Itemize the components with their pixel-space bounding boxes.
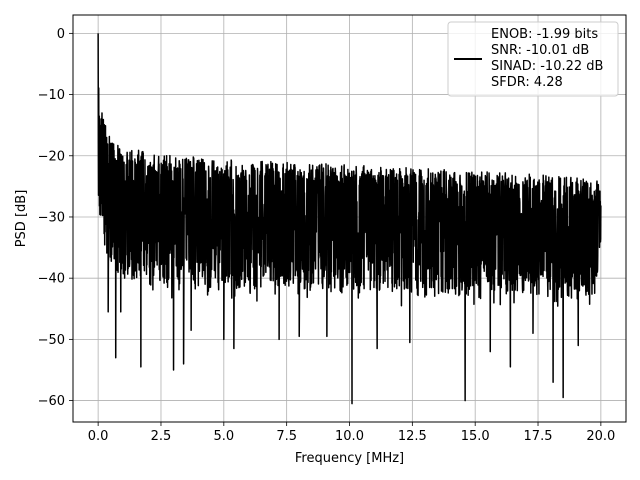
x-tick-label: 2.5 bbox=[151, 429, 172, 444]
legend-box bbox=[447, 21, 619, 97]
x-tick-label: 12.5 bbox=[398, 429, 427, 444]
x-tick-label: 5.0 bbox=[213, 429, 234, 444]
x-tick-label: 10.0 bbox=[335, 429, 364, 444]
x-tick-label: 17.5 bbox=[524, 429, 553, 444]
y-axis-label: PSD [dB] bbox=[14, 190, 29, 248]
y-tick-label: −10 bbox=[38, 88, 65, 103]
legend-snr: SNR: -10.01 dB bbox=[491, 43, 589, 58]
legend-sinad: SINAD: -10.22 dB bbox=[491, 59, 603, 74]
y-tick-label: 0 bbox=[57, 27, 65, 42]
x-axis: 0.0 2.5 5.0 7.5 10.0 12.5 15.0 17.5 20.0 bbox=[88, 422, 615, 444]
legend-sfdr: SFDR: 4.28 bbox=[491, 75, 563, 90]
x-axis-label: Frequency [MHz] bbox=[295, 451, 404, 466]
y-tick-label: −50 bbox=[38, 333, 65, 348]
legend-enob: ENOB: -1.99 bits bbox=[491, 27, 598, 42]
y-tick-label: −60 bbox=[38, 394, 65, 409]
series-layer bbox=[97, 33, 602, 405]
x-tick-label: 15.0 bbox=[461, 429, 490, 444]
y-tick-label: −30 bbox=[38, 210, 65, 225]
y-tick-label: −40 bbox=[38, 272, 65, 287]
x-tick-label: 7.5 bbox=[276, 429, 297, 444]
y-axis: 0 −10 −20 −30 −40 −50 −60 bbox=[38, 27, 73, 409]
x-tick-label: 0.0 bbox=[88, 429, 109, 444]
y-tick-label: −20 bbox=[38, 149, 65, 164]
x-tick-label: 20.0 bbox=[586, 429, 615, 444]
psd-series-line bbox=[97, 33, 602, 405]
legend: ENOB: -1.99 bits SNR: -10.01 dB SINAD: -… bbox=[447, 21, 619, 97]
